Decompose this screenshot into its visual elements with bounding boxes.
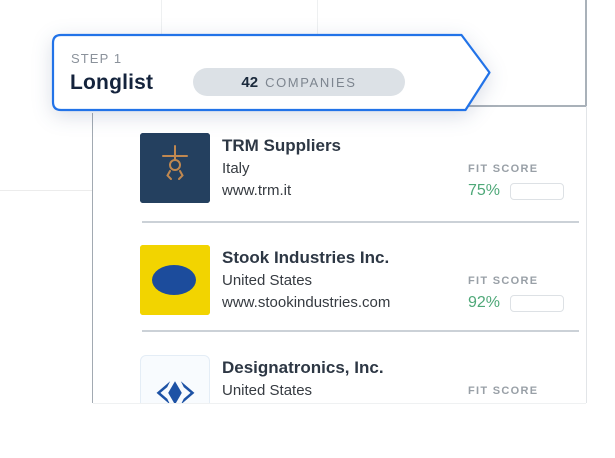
company-country: Italy xyxy=(222,160,250,177)
company-country: United States xyxy=(222,272,313,289)
company-row-designatronics[interactable]: Designatronics, Inc. United States FIT S… xyxy=(140,355,580,403)
fit-score-bar xyxy=(510,182,564,200)
fit-score-percent: 75% xyxy=(468,182,501,199)
company-website[interactable]: www.stookindustries.com xyxy=(222,294,391,311)
connector-line-horizontal xyxy=(467,105,586,107)
company-list: TRM Suppliers Italy www.trm.it FIT SCORE… xyxy=(93,111,586,403)
company-count-badge: 42 COMPANIES xyxy=(193,68,405,96)
connector-line-top-mid xyxy=(317,0,318,35)
connector-line-right-vertical xyxy=(585,0,587,106)
gripper-icon xyxy=(140,133,210,203)
step-title: Longlist xyxy=(70,71,154,94)
fit-score-label: FIT SCORE xyxy=(468,385,539,397)
fit-score-percent: 92% xyxy=(468,294,501,311)
list-bottom-edge-line xyxy=(93,403,586,404)
connector-line-left-stub xyxy=(0,190,92,191)
fit-score-bar xyxy=(510,294,564,312)
fit-score-block: FIT SCORE 92% xyxy=(468,275,580,312)
diamond-chevrons-icon xyxy=(156,381,195,403)
stook-logo xyxy=(140,245,210,315)
company-country: United States xyxy=(222,382,313,399)
fit-score-label: FIT SCORE xyxy=(468,163,539,175)
company-name: Stook Industries Inc. xyxy=(222,248,390,267)
company-website[interactable]: www.trm.it xyxy=(222,182,292,199)
trm-logo xyxy=(140,133,210,203)
step-label: STEP 1 xyxy=(71,51,123,66)
fit-score-label: FIT SCORE xyxy=(468,275,539,287)
company-row-stook[interactable]: Stook Industries Inc. United States www.… xyxy=(140,245,580,315)
ellipse-icon xyxy=(140,245,210,315)
connector-line-top-left xyxy=(161,0,162,35)
designatronics-logo xyxy=(140,355,210,403)
company-name: Designatronics, Inc. xyxy=(222,358,384,377)
row-divider xyxy=(142,330,579,332)
fit-score-block: FIT SCORE xyxy=(468,385,580,397)
company-count-number: 42 xyxy=(241,73,259,91)
company-row-trm[interactable]: TRM Suppliers Italy www.trm.it FIT SCORE… xyxy=(140,133,580,203)
row-divider xyxy=(142,221,579,223)
list-right-border-line xyxy=(586,106,587,403)
company-name: TRM Suppliers xyxy=(222,136,342,155)
fit-score-block: FIT SCORE 75% xyxy=(468,163,580,200)
company-count-word: COMPANIES xyxy=(265,74,357,90)
